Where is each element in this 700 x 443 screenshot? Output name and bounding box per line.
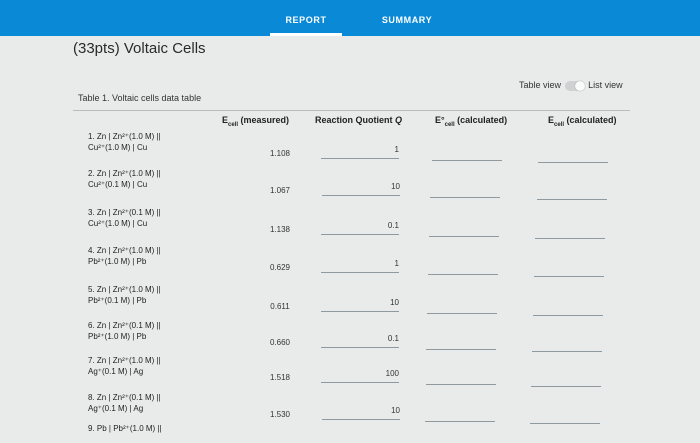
- cell-label-line2: Ag⁺(0.1 M) | Ag: [88, 367, 144, 376]
- top-nav-bar: REPORT SUMMARY: [0, 0, 700, 36]
- ecell-measured-value: 0.629: [269, 263, 291, 272]
- ecell-calculated-input[interactable]: [537, 199, 607, 200]
- cell-label-line1: 2. Zn | Zn²⁺(1.0 M) ||: [88, 169, 161, 178]
- q-input[interactable]: 1: [394, 259, 399, 268]
- ecell-calculated-input[interactable]: [533, 315, 603, 316]
- cell-label: 3. Zn | Zn²⁺(0.1 M) || Cu²⁺(1.0 M) | Cu: [88, 207, 161, 229]
- cell-label: 5. Zn | Zn²⁺(1.0 M) || Pb²⁺(0.1 M) | Pb: [88, 284, 161, 306]
- cell-label-line1: 5. Zn | Zn²⁺(1.0 M) ||: [88, 285, 161, 294]
- view-toggle-switch[interactable]: [564, 80, 585, 91]
- e0cell-calculated-input[interactable]: [425, 421, 495, 422]
- ecell-calculated-input[interactable]: [532, 351, 602, 352]
- q-input-underline: [322, 419, 400, 420]
- q-input[interactable]: 0.1: [387, 334, 399, 343]
- e0cell-calculated-input[interactable]: [429, 236, 499, 237]
- cell-label-line2: Pb²⁺(1.0 M) | Pb: [88, 332, 147, 341]
- ecell-measured-value: 0.611: [270, 302, 290, 311]
- q-input[interactable]: 10: [391, 182, 400, 191]
- ecell-calculated-input[interactable]: [535, 238, 605, 239]
- cell-label-line1: 1. Zn | Zn²⁺(1.0 M) ||: [88, 132, 161, 141]
- cell-label: 6. Zn | Zn²⁺(0.1 M) || Pb²⁺(1.0 M) | Pb: [88, 320, 161, 342]
- toggle-knob: [574, 80, 585, 91]
- table-view-label[interactable]: Table view: [519, 80, 562, 90]
- list-view-label[interactable]: List view: [588, 80, 623, 90]
- ecell-calculated-input[interactable]: [534, 276, 604, 277]
- e0cell-calculated-input[interactable]: [426, 349, 496, 350]
- page-title: (33pts) Voltaic Cells: [73, 40, 206, 57]
- ecell-measured-value: 1.530: [269, 410, 291, 419]
- cell-label-line2: Cu²⁺(1.0 M) | Cu: [88, 219, 148, 228]
- ecell-calculated-input[interactable]: [531, 386, 601, 387]
- cell-label: 9. Pb | Pb²⁺(1.0 M) ||: [88, 423, 162, 434]
- ecell-calculated-input[interactable]: [530, 423, 600, 424]
- cell-label: 2. Zn | Zn²⁺(1.0 M) || Cu²⁺(0.1 M) | Cu: [88, 168, 161, 190]
- q-input-underline: [321, 382, 399, 383]
- q-input-underline: [322, 195, 400, 196]
- cell-label-line2: Pb²⁺(0.1 M) | Pb: [88, 296, 147, 305]
- q-input-underline: [321, 347, 399, 348]
- q-input[interactable]: 1: [394, 145, 399, 154]
- cell-label-line2: Ag⁺(0.1 M) | Ag: [88, 404, 144, 413]
- view-toggle: Table view List view: [519, 80, 623, 91]
- q-input-underline: [321, 158, 399, 159]
- col-header-e0cell-calculated: E°cell (calculated): [435, 115, 508, 128]
- cell-label-line2: Pb²⁺(1.0 M) | Pb: [88, 257, 147, 266]
- cell-label: 1. Zn | Zn²⁺(1.0 M) || Cu²⁺(1.0 M) | Cu: [88, 131, 161, 153]
- ecell-calculated-input[interactable]: [538, 162, 608, 163]
- ecell-measured-value: 1.067: [269, 186, 291, 195]
- tab-summary[interactable]: SUMMARY: [381, 15, 433, 25]
- col-header-ecell-calculated: Ecell (calculated): [548, 115, 617, 128]
- table-title-divider: [73, 110, 630, 111]
- cell-label: 8. Zn | Zn²⁺(0.1 M) || Ag⁺(0.1 M) | Ag: [88, 392, 161, 414]
- cell-label: 4. Zn | Zn²⁺(1.0 M) || Pb²⁺(1.0 M) | Pb: [88, 245, 161, 267]
- e0cell-calculated-input[interactable]: [427, 313, 497, 314]
- q-input-underline: [321, 311, 399, 312]
- q-input[interactable]: 10: [390, 298, 399, 307]
- cell-label-line1: 9. Pb | Pb²⁺(1.0 M) ||: [88, 424, 162, 433]
- cell-label-line1: 6. Zn | Zn²⁺(0.1 M) ||: [88, 321, 161, 330]
- q-input-underline: [321, 234, 399, 235]
- table-title: Table 1. Voltaic cells data table: [78, 93, 202, 103]
- e0cell-calculated-input[interactable]: [428, 274, 498, 275]
- cell-label-line2: Cu²⁺(0.1 M) | Cu: [88, 180, 148, 189]
- cell-label-line2: Cu²⁺(1.0 M) | Cu: [88, 143, 148, 152]
- e0cell-calculated-input[interactable]: [432, 160, 502, 161]
- ecell-measured-value: 1.518: [269, 373, 291, 382]
- ecell-measured-value: 0.660: [269, 338, 291, 347]
- q-input[interactable]: 10: [391, 406, 400, 415]
- cell-label-line1: 7. Zn | Zn²⁺(1.0 M) ||: [88, 356, 161, 365]
- col-header-reaction-quotient: Reaction Quotient Q: [315, 115, 403, 125]
- q-input[interactable]: 100: [385, 369, 399, 378]
- cell-label-line1: 8. Zn | Zn²⁺(0.1 M) ||: [88, 393, 161, 402]
- tab-report[interactable]: REPORT: [270, 0, 342, 36]
- cell-label-line1: 4. Zn | Zn²⁺(1.0 M) ||: [88, 246, 161, 255]
- e0cell-calculated-input[interactable]: [426, 384, 496, 385]
- ecell-measured-value: 1.138: [269, 225, 291, 234]
- cell-label-line1: 3. Zn | Zn²⁺(0.1 M) ||: [88, 208, 161, 217]
- col-header-ecell-measured: Ecell (measured): [222, 115, 290, 128]
- e0cell-calculated-input[interactable]: [430, 197, 500, 198]
- q-input[interactable]: 0.1: [387, 221, 399, 230]
- q-input-underline: [321, 272, 399, 273]
- ecell-measured-value: 1.108: [269, 149, 291, 158]
- cell-label: 7. Zn | Zn²⁺(1.0 M) || Ag⁺(0.1 M) | Ag: [88, 355, 161, 377]
